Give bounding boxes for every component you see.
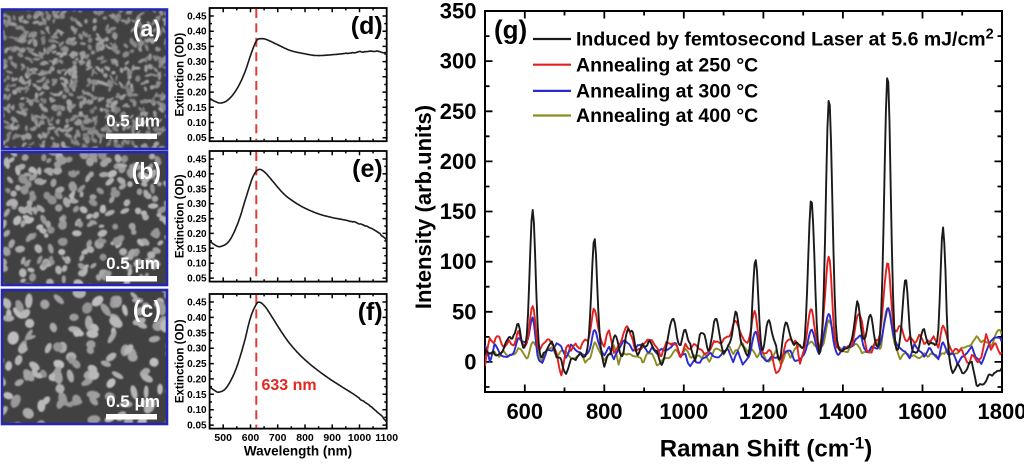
svg-text:0.15: 0.15	[187, 244, 207, 255]
svg-text:0.10: 0.10	[187, 405, 207, 416]
svg-text:600: 600	[506, 399, 543, 424]
svg-text:1000: 1000	[348, 432, 372, 444]
svg-text:0.20: 0.20	[187, 88, 207, 99]
svg-text:0.10: 0.10	[187, 118, 207, 129]
svg-text:0.30: 0.30	[187, 57, 207, 68]
svg-text:(a): (a)	[133, 16, 161, 42]
svg-text:0.20: 0.20	[187, 374, 207, 385]
svg-text:(c): (c)	[133, 296, 161, 322]
svg-text:0.35: 0.35	[187, 42, 207, 53]
svg-text:Annealing at 400 °C: Annealing at 400 °C	[576, 105, 758, 127]
svg-text:0.25: 0.25	[187, 72, 207, 83]
svg-text:350: 350	[440, 0, 477, 24]
svg-text:(d): (d)	[351, 12, 383, 40]
svg-text:1800: 1800	[978, 399, 1024, 424]
svg-text:800: 800	[586, 399, 623, 424]
svg-text:0.40: 0.40	[187, 169, 207, 180]
svg-text:1100: 1100	[375, 432, 398, 444]
svg-text:0.5 μm: 0.5 μm	[106, 392, 160, 411]
svg-text:0.5 μm: 0.5 μm	[106, 112, 160, 131]
svg-text:Annealing at 300 °C: Annealing at 300 °C	[576, 81, 758, 103]
svg-text:0.05: 0.05	[187, 274, 207, 285]
svg-text:0.25: 0.25	[187, 359, 207, 370]
svg-text:500: 500	[214, 432, 232, 444]
svg-text:0.45: 0.45	[187, 155, 207, 166]
svg-text:0.20: 0.20	[187, 229, 207, 240]
svg-text:300: 300	[440, 49, 477, 74]
svg-text:900: 900	[323, 432, 341, 444]
svg-text:(e): (e)	[352, 155, 383, 183]
svg-text:(f): (f)	[358, 298, 383, 326]
svg-text:200: 200	[440, 149, 477, 174]
svg-text:1000: 1000	[659, 399, 708, 424]
svg-text:0.30: 0.30	[187, 199, 207, 210]
svg-text:0.30: 0.30	[187, 344, 207, 355]
svg-text:0.05: 0.05	[187, 421, 207, 432]
svg-text:0: 0	[464, 349, 476, 374]
svg-text:0.15: 0.15	[187, 390, 207, 401]
svg-text:Intensity (arb.units): Intensity (arb.units)	[411, 105, 436, 309]
svg-text:633 nm: 633 nm	[262, 377, 317, 394]
svg-text:Induced by femtosecond Laser a: Induced by femtosecond Laser at 5.6 mJ/c…	[576, 27, 994, 51]
svg-text:600: 600	[242, 432, 260, 444]
svg-text:Extinction (OD): Extinction (OD)	[175, 319, 187, 403]
svg-text:0.35: 0.35	[187, 328, 207, 339]
svg-text:0.5 μm: 0.5 μm	[106, 254, 160, 273]
svg-text:Annealing at 250 °C: Annealing at 250 °C	[576, 54, 758, 76]
svg-text:250: 250	[440, 99, 477, 124]
svg-text:(g): (g)	[494, 15, 527, 45]
svg-text:50: 50	[452, 299, 476, 324]
svg-text:0.45: 0.45	[187, 12, 207, 23]
svg-text:0.15: 0.15	[187, 103, 207, 114]
svg-text:1400: 1400	[818, 399, 867, 424]
svg-text:0.35: 0.35	[187, 184, 207, 195]
svg-text:Extinction (OD): Extinction (OD)	[175, 174, 187, 258]
svg-text:800: 800	[296, 432, 314, 444]
svg-text:0.45: 0.45	[187, 298, 207, 309]
svg-text:Wavelength (nm): Wavelength (nm)	[244, 444, 352, 459]
svg-text:0.40: 0.40	[187, 27, 207, 38]
svg-text:1200: 1200	[739, 399, 788, 424]
svg-text:1600: 1600	[898, 399, 947, 424]
svg-text:0.25: 0.25	[187, 214, 207, 225]
svg-text:100: 100	[440, 249, 477, 274]
svg-text:0.10: 0.10	[187, 259, 207, 270]
svg-text:150: 150	[440, 199, 477, 224]
svg-text:Extinction (OD): Extinction (OD)	[175, 33, 187, 117]
svg-text:(b): (b)	[132, 158, 161, 184]
svg-text:0.40: 0.40	[187, 313, 207, 324]
svg-text:0.05: 0.05	[187, 133, 207, 144]
svg-text:Raman Shift (cm-1): Raman Shift (cm-1)	[660, 434, 873, 463]
svg-text:700: 700	[269, 432, 287, 444]
